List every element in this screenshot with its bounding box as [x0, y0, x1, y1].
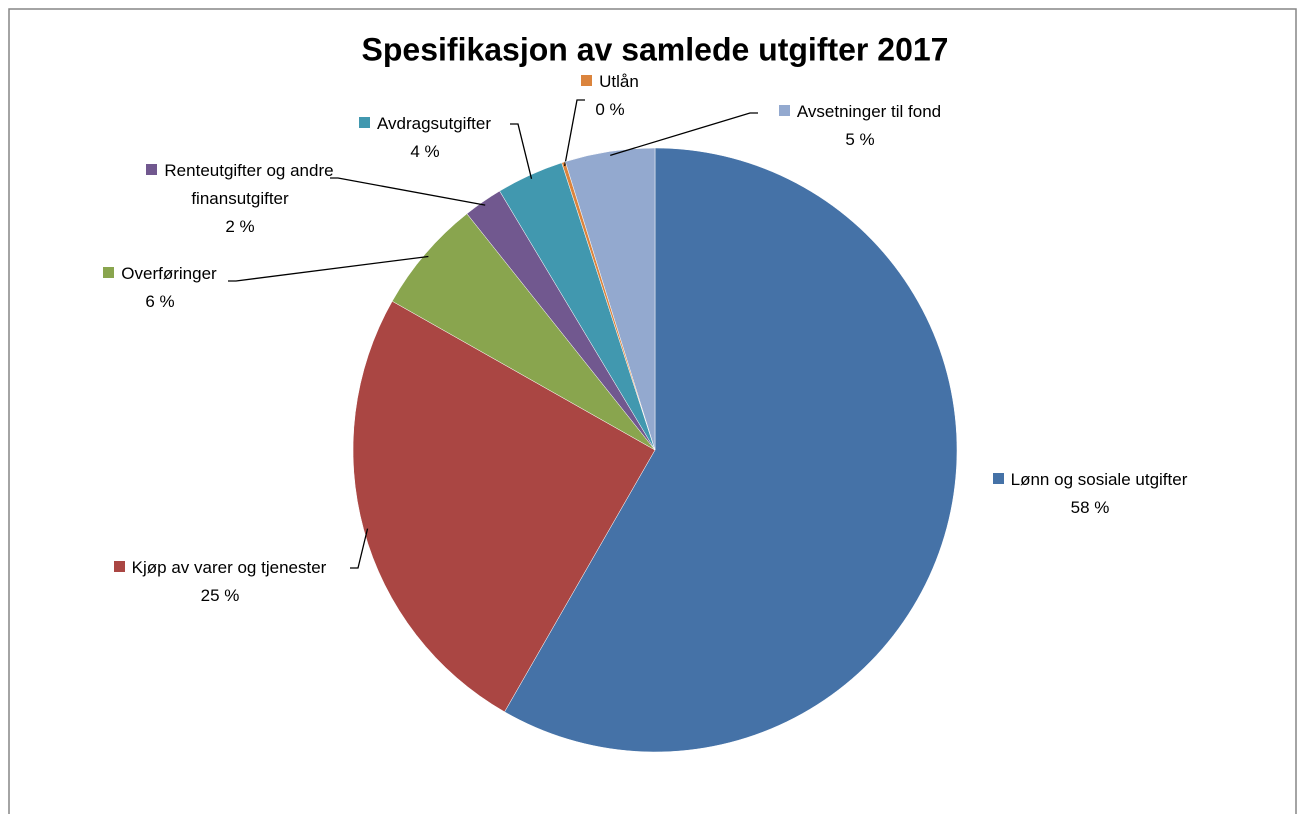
leader-line	[330, 177, 486, 206]
leader-line	[610, 112, 758, 157]
chart-title: Spesifikasjon av samlede utgifter 2017	[362, 31, 949, 67]
legend-key	[581, 75, 593, 86]
data-label: Kjøp av varer og tjenester 25 %	[75, 554, 365, 610]
leader-line	[564, 99, 585, 167]
category-label: Kjøp av varer og tjenester	[131, 558, 327, 577]
label-name-line: Avsetninger til fond	[730, 98, 990, 126]
legend-key	[103, 267, 115, 278]
pie-slice	[352, 300, 656, 713]
value-label: 58 %	[1070, 498, 1110, 517]
category-label: Avsetninger til fond	[796, 102, 942, 121]
leader-line	[350, 528, 369, 569]
category-label: Lønn og sosiale utgifter	[1010, 470, 1188, 489]
value-label: 2 %	[225, 217, 255, 236]
label-name-line: Utlån	[560, 68, 660, 96]
chart-frame	[8, 8, 1297, 814]
value-label: 0 %	[595, 100, 625, 119]
leader-line	[228, 255, 429, 282]
label-name-line: Renteutgifter og andre finansutgifter	[115, 157, 365, 213]
data-label: Avsetninger til fond 5 %	[730, 98, 990, 154]
category-label: Overføringer	[121, 264, 217, 283]
data-label: Lønn og sosiale utgifter 58 %	[950, 466, 1230, 522]
legend-key	[146, 164, 158, 175]
legend-key	[113, 561, 125, 572]
label-name-line: Overføringer	[60, 260, 260, 288]
data-label: Overføringer 6 %	[60, 260, 260, 316]
value-label: 25 %	[200, 586, 240, 605]
data-label: Utlån 0 %	[560, 68, 660, 124]
pie-slice	[564, 147, 656, 451]
value-label: 6 %	[145, 292, 175, 311]
label-name-line: Avdragsutgifter	[325, 110, 525, 138]
legend-key	[778, 105, 790, 116]
value-label: 4 %	[410, 142, 440, 161]
legend-key	[358, 117, 370, 128]
category-label: Utlån	[599, 72, 639, 91]
label-name-line: Lønn og sosiale utgifter	[950, 466, 1230, 494]
value-label: 5 %	[845, 130, 875, 149]
label-name-line: Kjøp av varer og tjenester	[75, 554, 365, 582]
legend-key	[992, 473, 1004, 484]
pie-slice	[504, 147, 958, 753]
leader-line	[510, 123, 533, 179]
data-label: Renteutgifter og andre finansutgifter 2 %	[115, 157, 365, 241]
category-label: Renteutgifter og andre finansutgifter	[164, 161, 334, 208]
category-label: Avdragsutgifter	[376, 114, 492, 133]
data-label: Avdragsutgifter 4 %	[325, 110, 525, 166]
